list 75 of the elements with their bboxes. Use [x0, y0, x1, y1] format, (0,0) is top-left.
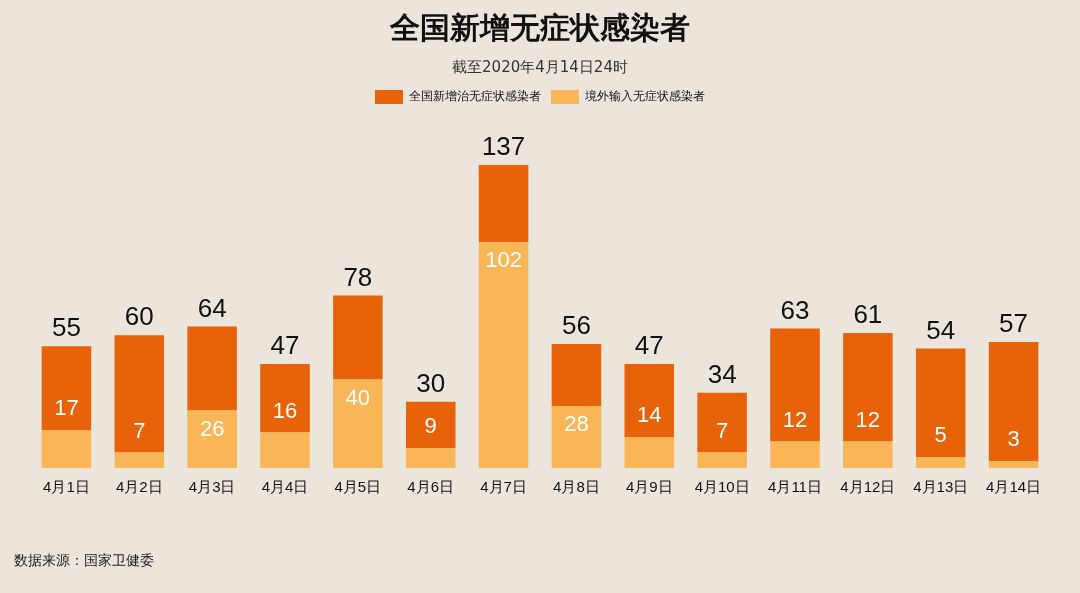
- total-label: 60: [124, 301, 154, 332]
- bar: [405, 401, 456, 449]
- bar: [988, 341, 1039, 462]
- data-label: 12: [782, 406, 808, 432]
- bar: [843, 441, 893, 468]
- total-label: 78: [343, 261, 373, 292]
- bar: [41, 430, 92, 468]
- total-label: 137: [481, 131, 526, 162]
- total-label: 54: [926, 314, 956, 345]
- x-tick-label: 4月9日: [625, 478, 673, 496]
- bar: [697, 392, 747, 453]
- bar: [333, 379, 383, 468]
- total-label: 64: [197, 292, 227, 323]
- legend-label: 全国新增治无症状感染者: [409, 89, 541, 104]
- data-label: 16: [272, 397, 298, 423]
- x-tick-label: 4月3日: [188, 478, 236, 496]
- bar: [260, 364, 310, 433]
- x-tick-label: 4月2日: [115, 478, 163, 496]
- x-tick-label: 4月4日: [261, 478, 309, 496]
- total-label: 30: [416, 367, 446, 398]
- total-label: 61: [853, 299, 883, 330]
- bar: [41, 346, 92, 431]
- data-label: 7: [133, 417, 146, 443]
- bar: [187, 326, 237, 411]
- data-label: 3: [1007, 426, 1020, 452]
- x-tick-label: 4月10日: [694, 478, 750, 496]
- data-label: 5: [934, 422, 947, 447]
- data-label: 26: [199, 415, 225, 441]
- x-tick-label: 4月1日: [43, 478, 90, 496]
- bar: [988, 461, 1039, 468]
- data-label: 102: [485, 247, 522, 273]
- bar: [478, 164, 529, 243]
- bar: [770, 441, 820, 468]
- bar: [333, 295, 383, 380]
- total-label: 63: [780, 294, 810, 325]
- data-label: 7: [716, 417, 729, 443]
- bar: [478, 242, 529, 468]
- bar: [551, 344, 602, 407]
- x-tick-label: 4月12日: [840, 478, 896, 496]
- total-label: 34: [707, 358, 737, 389]
- bar: [551, 406, 602, 468]
- total-label: 55: [51, 312, 81, 343]
- bar: [770, 328, 820, 442]
- bar: [697, 452, 747, 468]
- bar: [915, 348, 966, 457]
- bar: [405, 448, 456, 468]
- data-label: 12: [855, 406, 881, 432]
- bar: [843, 333, 893, 442]
- data-label: 14: [637, 402, 662, 428]
- bar: [915, 456, 966, 468]
- bar: [624, 437, 675, 468]
- data-label: 28: [564, 411, 589, 437]
- x-tick-label: 4月11日: [768, 478, 822, 496]
- data-label: 9: [424, 413, 437, 439]
- data-label: 40: [345, 384, 371, 410]
- x-tick-label: 4月7日: [480, 478, 527, 496]
- bar: [187, 410, 237, 468]
- total-label: 47: [270, 330, 300, 361]
- total-label: 47: [634, 330, 664, 361]
- bar: [260, 432, 310, 468]
- bar: [624, 364, 675, 438]
- chart-title: 全国新增无症状感染者: [389, 9, 691, 47]
- data-label: 17: [54, 395, 79, 421]
- x-tick-label: 4月5日: [334, 478, 382, 496]
- x-tick-label: 4月8日: [553, 478, 600, 496]
- x-tick-label: 4月13日: [913, 478, 969, 496]
- total-label: 57: [999, 308, 1029, 339]
- x-tick-label: 4月6日: [407, 478, 455, 496]
- total-label: 56: [561, 310, 591, 341]
- legend-label: 境外输入无症状感染者: [584, 89, 705, 104]
- source-note: 数据来源：国家卫健委: [14, 552, 154, 570]
- bar: [114, 452, 165, 468]
- chart-subtitle: 截至2020年4月14日24时: [451, 58, 629, 77]
- bar: [114, 335, 165, 453]
- x-tick-label: 4月14日: [986, 478, 1042, 496]
